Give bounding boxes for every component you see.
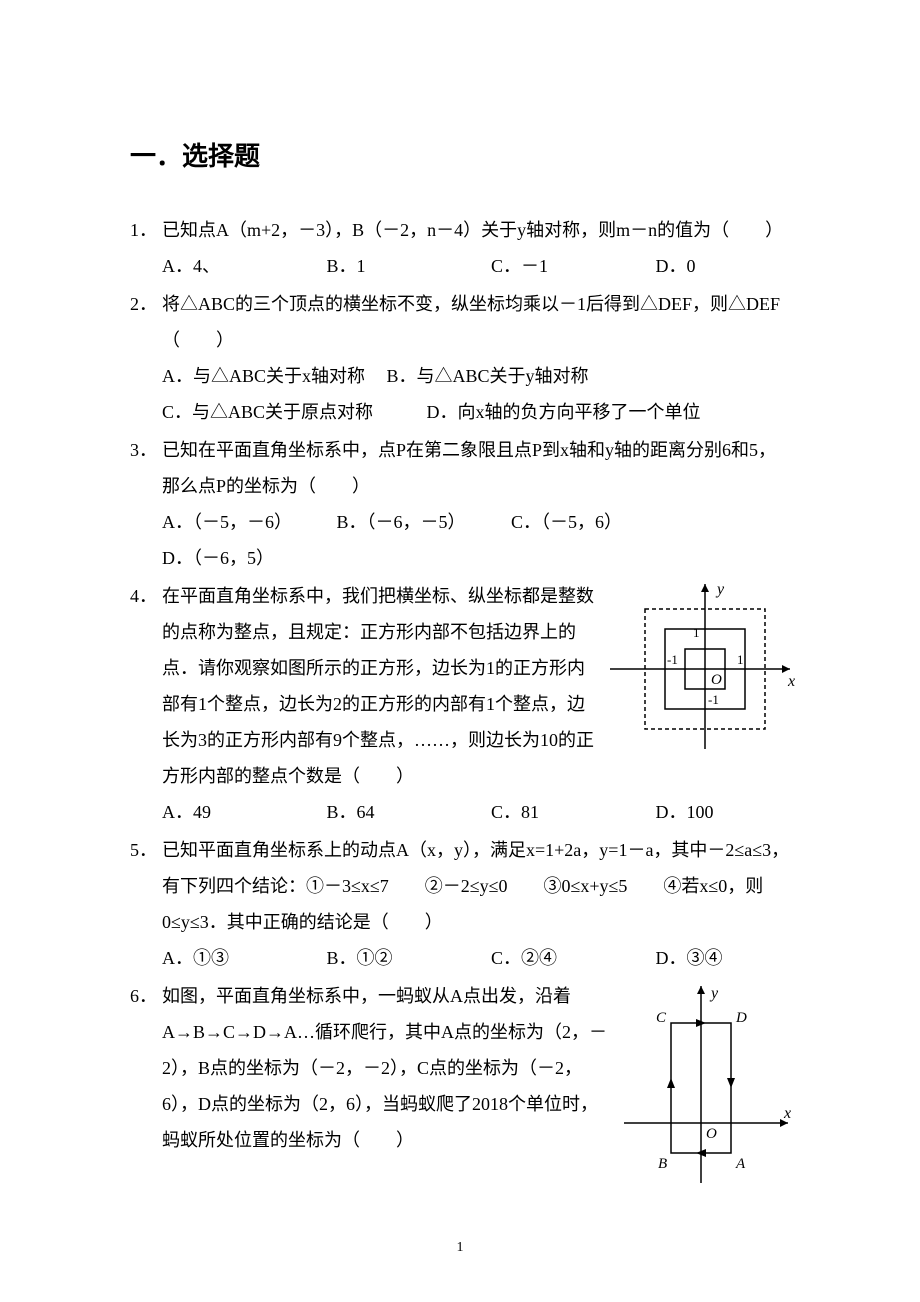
q5-options: A．①③ B．①② C．②④ D．③④ <box>162 940 790 976</box>
q4-optC: C．81 <box>491 794 651 830</box>
q1-optA: A．4、 <box>162 248 322 284</box>
q6-x-label: x <box>783 1105 791 1122</box>
q5-number: 5． <box>130 832 157 868</box>
q6-svg: y x O A B <box>616 978 796 1188</box>
q4-tick-n1x: -1 <box>667 652 678 667</box>
q4-y-label: y <box>715 581 725 598</box>
q4-optB: B．64 <box>327 794 487 830</box>
q6-A: A <box>735 1156 746 1172</box>
q2-number: 2． <box>130 286 157 322</box>
q4-optA: A．49 <box>162 794 322 830</box>
q5-optB: B．①② <box>327 940 487 976</box>
q4-x-label: x <box>787 673 795 690</box>
q6-figure: y x O A B <box>616 978 796 1200</box>
q6-y-label: y <box>709 985 719 1002</box>
page: 一．选择题 1． 已知点A（m+2，－3），B（－2，n－4）关于y轴对称，则m… <box>0 0 920 1302</box>
page-number: 1 <box>0 1234 920 1262</box>
q6-C: C <box>656 1010 667 1026</box>
q3-stem: 已知在平面直角坐标系中，点P在第二象限且点P到x轴和y轴的距离分别6和5，那么点… <box>162 432 790 504</box>
q1-optC: C．－1 <box>491 248 651 284</box>
q5-optA: A．①③ <box>162 940 322 976</box>
q2-options-row2: C．与△ABC关于原点对称 D．向x轴的负方向平移了一个单位 <box>162 394 790 430</box>
q3-optD: D．（－6，5） <box>162 540 274 576</box>
q4-origin: O <box>711 672 722 688</box>
q6-D: D <box>735 1010 747 1026</box>
q6-number: 6． <box>130 978 157 1014</box>
q4-tick-n1y: -1 <box>708 692 719 707</box>
q3-optA: A．（－5，－6） <box>162 504 332 540</box>
q4-svg: y x O 1 1 -1 -1 <box>600 574 800 754</box>
q6-B: B <box>658 1156 667 1172</box>
q3-optC: C．（－5，6） <box>511 504 681 540</box>
q2-optB: B．与△ABC关于y轴对称 <box>387 358 589 394</box>
q3-optB: B．（－6，－5） <box>337 504 507 540</box>
question-1: 1． 已知点A（m+2，－3），B（－2，n－4）关于y轴对称，则m－n的值为（… <box>130 212 790 284</box>
question-4: 4． 在平面直角坐标系中，我们把横坐标、纵坐标都是整数的点称为整点，且规定：正方… <box>130 578 790 830</box>
section-title: 一．选择题 <box>130 130 790 182</box>
q1-optB: B．1 <box>327 248 487 284</box>
question-6: 6． 如图，平面直角坐标系中，一蚂蚁从A点出发，沿着A→B→C→D→A…循环爬行… <box>130 978 790 1158</box>
q2-stem: 将△ABC的三个顶点的横坐标不变，纵坐标均乘以－1后得到△DEF，则△DEF（ … <box>162 286 790 358</box>
q5-stem: 已知平面直角坐标系上的动点A（x，y），满足x=1+2a，y=1－a，其中－2≤… <box>162 832 790 940</box>
q4-number: 4． <box>130 578 157 614</box>
q2-optC: C．与△ABC关于原点对称 <box>162 394 422 430</box>
question-2: 2． 将△ABC的三个顶点的横坐标不变，纵坐标均乘以－1后得到△DEF，则△DE… <box>130 286 790 430</box>
q1-stem: 已知点A（m+2，－3），B（－2，n－4）关于y轴对称，则m－n的值为（ ） <box>162 212 790 248</box>
q1-number: 1． <box>130 212 157 248</box>
q6-origin: O <box>706 1126 717 1142</box>
question-5: 5． 已知平面直角坐标系上的动点A（x，y），满足x=1+2a，y=1－a，其中… <box>130 832 790 976</box>
q4-options: A．49 B．64 C．81 D．100 <box>162 794 790 830</box>
q2-optD: D．向x轴的负方向平移了一个单位 <box>427 394 701 430</box>
q2-optA: A．与△ABC关于x轴对称 <box>162 358 382 394</box>
q4-tick-1x: 1 <box>737 652 744 667</box>
q3-options: A．（－5，－6） B．（－6，－5） C．（－5，6） D．（－6，5） <box>162 504 790 576</box>
q1-optD: D．0 <box>656 248 696 284</box>
q1-options: A．4、 B．1 C．－1 D．0 <box>162 248 790 284</box>
q3-number: 3． <box>130 432 157 468</box>
q4-tick-1y: 1 <box>693 625 700 640</box>
q4-figure: y x O 1 1 -1 -1 <box>600 574 800 766</box>
q5-optC: C．②④ <box>491 940 651 976</box>
q4-optD: D．100 <box>656 794 714 830</box>
q2-options-row1: A．与△ABC关于x轴对称 B．与△ABC关于y轴对称 <box>162 358 790 394</box>
q5-optD: D．③④ <box>656 940 723 976</box>
question-3: 3． 已知在平面直角坐标系中，点P在第二象限且点P到x轴和y轴的距离分别6和5，… <box>130 432 790 576</box>
